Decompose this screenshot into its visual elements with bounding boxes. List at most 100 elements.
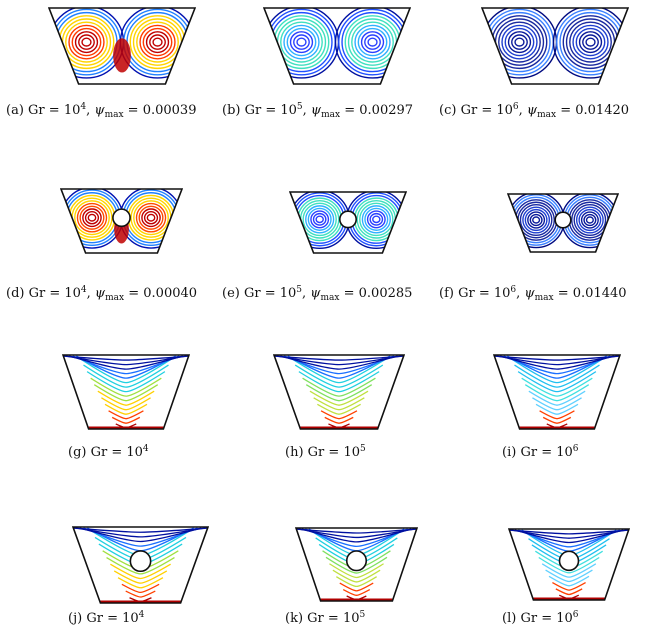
caption-d-psi: ψ	[94, 286, 106, 301]
isotherm-h-4	[313, 397, 365, 411]
caption-b-psi-value: 0.00297	[359, 103, 414, 118]
streamline-a-1-3	[129, 15, 186, 70]
streamline-e-0-6	[305, 205, 335, 234]
streamline-e-1-8	[366, 210, 386, 229]
streamline-c-1-3	[562, 15, 619, 70]
streamline-b-0-6	[283, 24, 320, 60]
streamline-f-1-7	[578, 208, 602, 232]
isotherm-h-5	[309, 390, 369, 406]
caption-h: (h) Gr = 105	[285, 444, 366, 461]
streamline-c-0-8	[507, 31, 532, 54]
streamline-d-1-7	[138, 205, 164, 230]
streamline-e-0-3	[297, 197, 343, 242]
caption-f-psi-value: 0.01440	[572, 286, 627, 301]
streamline-d-1-8	[141, 208, 161, 228]
caption-d-psi-sub: max	[105, 293, 125, 303]
streamline-b-1-6	[354, 24, 391, 60]
isotherm-h-10	[291, 358, 387, 384]
caption-d-gr: Gr	[28, 286, 46, 301]
isotherm-j-6	[106, 556, 175, 575]
panel-b	[263, 7, 411, 85]
caption-d-label: (d)	[6, 286, 25, 301]
isotherm-l-4	[545, 569, 593, 583]
caption-e-gr: Gr	[243, 286, 261, 301]
isotherm-h-2	[320, 410, 358, 420]
panel-k	[295, 527, 418, 602]
isotherm-g-10	[79, 358, 173, 384]
caption-b-psi: ψ	[310, 103, 322, 118]
caption-g-gr: Gr	[90, 445, 108, 460]
caption-k-label: (k)	[285, 611, 304, 626]
caption-e-psi-sub: max	[320, 293, 340, 303]
caption-b: (b) Gr = 105, ψmax = 0.00297	[222, 102, 414, 120]
streamline-a-1-10	[152, 37, 163, 47]
streamline-b-0-10	[296, 37, 307, 47]
caption-c-exp: 6	[512, 102, 519, 112]
cavity-outline-e	[289, 191, 407, 254]
streamline-d-1-9	[143, 210, 159, 225]
caption-l-gr: Gr	[520, 611, 538, 626]
isotherm-g-12	[72, 355, 180, 375]
caption-g: (g) Gr = 104	[68, 444, 149, 461]
plot-i	[493, 354, 621, 430]
caption-f-exp: 6	[510, 285, 517, 295]
cavity-outline-c	[481, 7, 629, 85]
caption-a-exp: 4	[80, 102, 87, 112]
caption-f-psi: ψ	[524, 286, 535, 301]
streamline-a-0-7	[71, 27, 102, 57]
isotherm-i-3	[535, 403, 579, 415]
streamline-a-1-9	[149, 34, 166, 50]
panel-a	[48, 7, 196, 85]
streamline-d-1-3	[127, 194, 175, 241]
isotherm-k-2	[339, 582, 374, 592]
panel-c	[481, 7, 629, 85]
isotherm-i-8	[517, 371, 597, 393]
caption-e-psi: ψ	[310, 286, 321, 301]
cylinder-f	[554, 211, 572, 229]
isotherm-j-13	[79, 527, 202, 543]
isotherm-j-3	[117, 577, 164, 589]
isotherm-j-15	[73, 527, 208, 533]
streamline-b-0-7	[286, 27, 317, 57]
streamline-a-0-0	[49, 8, 125, 79]
plot-k	[295, 527, 418, 602]
isotherm-k-12	[305, 528, 408, 548]
isotherm-k-3	[335, 576, 378, 588]
isotherm-l-15	[509, 529, 629, 535]
caption-i-label: (i)	[502, 445, 517, 460]
caption-d: (d) Gr = 104, ψmax = 0.00040	[6, 285, 198, 303]
isotherm-k-14	[298, 528, 415, 539]
streamline-c-1-7	[575, 27, 606, 57]
caption-a: (a) Gr = 104, ψmax = 0.00039	[6, 102, 197, 120]
cavity-outline-h	[273, 354, 405, 430]
isotherm-g-13	[68, 355, 184, 370]
streamline-c-0-3	[491, 15, 548, 70]
caption-j: (j) Gr = 104	[68, 610, 145, 627]
plot-j	[72, 526, 209, 604]
caption-j-label: (j)	[68, 611, 83, 626]
isotherm-h-6	[305, 384, 373, 402]
streamline-a-0-6	[68, 24, 105, 60]
isotherm-k-4	[332, 569, 381, 583]
streamline-d-0-3	[68, 194, 116, 241]
cavity-outline-f	[507, 193, 619, 253]
caption-c-psi: ψ	[526, 103, 538, 118]
caption-f-psi-sub: max	[534, 293, 554, 303]
isotherm-g-9	[83, 364, 169, 388]
isotherm-k-15	[296, 528, 417, 534]
caption-b-exp: 5	[296, 102, 303, 112]
plot-d	[60, 188, 183, 254]
cavity-outline-d	[60, 188, 183, 254]
streamline-c-0-9	[511, 34, 528, 50]
isotherm-h-12	[283, 355, 395, 375]
streamline-a-1-0	[119, 8, 195, 79]
streamline-c-0-10	[514, 37, 525, 47]
streamline-a-0-10	[81, 37, 92, 47]
streamline-f-1-8	[580, 211, 599, 229]
caption-c-label: (c)	[439, 103, 457, 118]
streamline-d-1-5	[133, 200, 169, 236]
isotherm-i-11	[507, 355, 607, 379]
streamline-c-1-0	[552, 8, 628, 79]
streamline-f-0-7	[524, 208, 548, 232]
streamline-f-1-6	[575, 206, 604, 234]
